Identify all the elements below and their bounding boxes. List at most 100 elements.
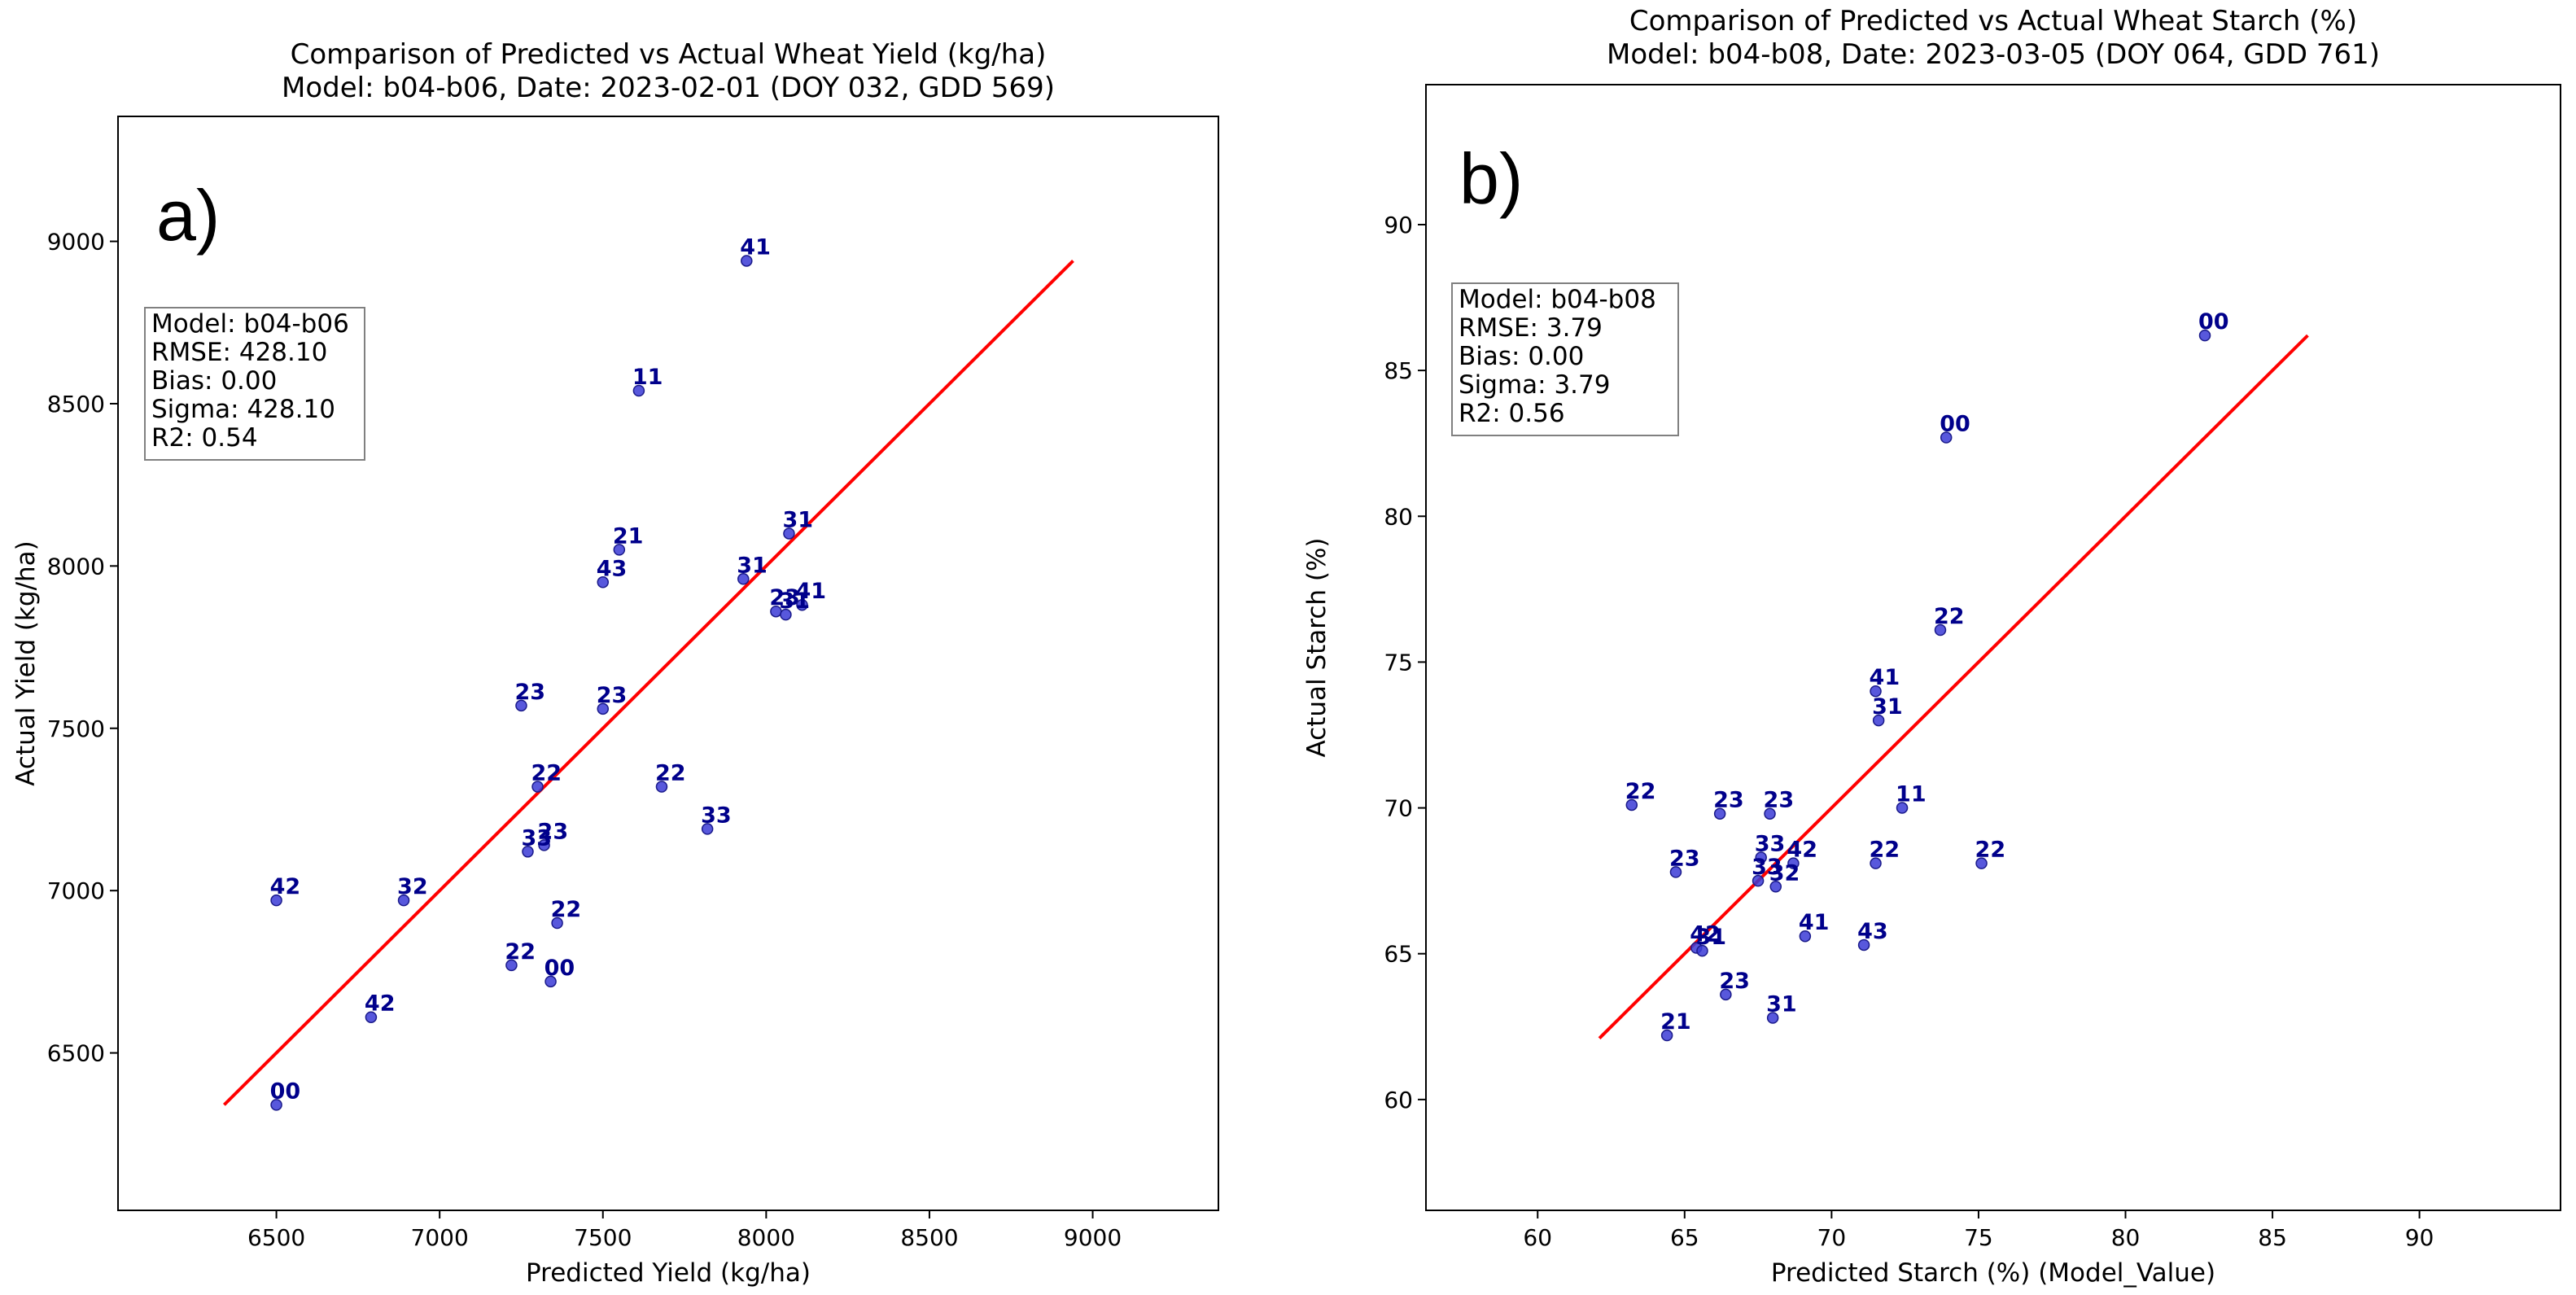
data-point (1669, 866, 1682, 878)
data-point (655, 781, 668, 793)
data-point-label: 23 (1669, 846, 1700, 871)
data-point-label: 33 (1752, 855, 1782, 880)
data-point (1872, 714, 1885, 727)
data-point-label: 23 (514, 680, 545, 705)
data-point-label: 33 (521, 825, 552, 851)
data-point (505, 959, 518, 972)
y-tick-label: 70 (1384, 795, 1413, 822)
data-point-label: 31 (1766, 992, 1797, 1017)
y-tick-label: 80 (1384, 503, 1413, 530)
x-tick-label: 75 (1964, 1224, 1993, 1251)
data-point (2198, 329, 2211, 342)
data-point (1870, 857, 1882, 869)
chart-title-line: Comparison of Predicted vs Actual Wheat … (1629, 5, 2357, 37)
data-point (1799, 930, 1812, 943)
data-point (545, 975, 557, 988)
y-axis-label: Actual Yield (kg/ha) (11, 540, 41, 786)
data-point-label: 23 (597, 683, 628, 708)
data-point-label: 43 (1857, 919, 1888, 944)
x-axis-label: Predicted Yield (kg/ha) (526, 1258, 811, 1288)
y-tick-label: 90 (1384, 212, 1413, 238)
data-point-label: 23 (1764, 788, 1795, 813)
data-point-label: 42 (1787, 838, 1817, 863)
stats-line: R2: 0.54 (151, 423, 258, 453)
data-point (365, 1011, 378, 1023)
data-point (397, 894, 410, 907)
yield-chart: Comparison of Predicted vs Actual Wheat … (11, 38, 1219, 1288)
y-tick-label: 75 (1384, 649, 1413, 676)
data-point-label: 22 (1625, 779, 1656, 804)
y-tick-label: 65 (1384, 941, 1413, 968)
x-tick-label: 80 (2111, 1224, 2141, 1251)
data-point-label: 22 (1975, 838, 2006, 863)
data-point (551, 917, 563, 930)
data-point (783, 527, 795, 540)
y-tick-label: 7500 (47, 715, 105, 742)
data-point-label: 11 (632, 365, 663, 390)
data-point (1870, 685, 1882, 698)
data-point (1934, 623, 1947, 637)
data-point (270, 894, 282, 907)
stats-line: Bias: 0.00 (1459, 342, 1584, 371)
fit-line (222, 260, 1074, 1106)
y-tick-label: 9000 (47, 229, 105, 256)
x-tick-label: 70 (1817, 1224, 1847, 1251)
x-axis-label: Predicted Starch (%) (Model_Value) (1771, 1258, 2215, 1288)
data-point-label: 33 (701, 803, 732, 828)
data-point-label: 31 (782, 507, 813, 532)
panel-label: b) (1459, 138, 1523, 219)
data-point (737, 573, 750, 585)
y-axis-label: Actual Starch (%) (1302, 537, 1332, 757)
data-point (780, 608, 792, 621)
y-tick-label: 8500 (47, 391, 105, 418)
starch-chart: Comparison of Predicted vs Actual Wheat … (1302, 5, 2561, 1288)
y-tick-label: 7000 (47, 877, 105, 904)
data-point (1896, 802, 1909, 814)
data-point-label: 21 (613, 523, 644, 549)
data-point-label: 23 (1713, 788, 1744, 813)
data-point-label: 23 (769, 585, 800, 610)
chart-title-line: Comparison of Predicted vs Actual Wheat … (291, 38, 1047, 71)
stats-line: RMSE: 428.10 (151, 338, 327, 367)
data-point (632, 384, 645, 397)
data-point-label: 41 (1799, 910, 1830, 935)
data-point-label: 00 (1940, 412, 1970, 437)
y-tick-label: 8000 (47, 553, 105, 580)
stats-line: RMSE: 3.79 (1459, 313, 1603, 343)
data-point (1766, 1012, 1779, 1024)
x-tick-label: 60 (1523, 1224, 1552, 1251)
data-point-label: 22 (551, 897, 582, 922)
chart-title-line: Model: b04-b08, Date: 2023-03-05 (DOY 06… (1607, 38, 2380, 71)
data-point-label: 31 (1695, 925, 1726, 950)
x-tick-label: 85 (2258, 1224, 2287, 1251)
stats-line: Sigma: 428.10 (151, 395, 335, 424)
data-point (270, 1099, 282, 1111)
data-point-label: 21 (1660, 1009, 1691, 1035)
data-point-label: 22 (531, 761, 562, 786)
data-point (1696, 944, 1708, 957)
data-point (1625, 798, 1638, 812)
data-point-label: 22 (655, 761, 686, 786)
data-point-label: 41 (740, 234, 771, 260)
data-point (1940, 431, 1953, 444)
data-point (741, 255, 753, 267)
stats-line: Model: b04-b08 (1459, 285, 1656, 314)
data-point-label: 00 (2198, 309, 2229, 335)
stats-box (1451, 282, 1679, 436)
x-tick-label: 7000 (411, 1224, 469, 1251)
x-tick-label: 6500 (247, 1224, 305, 1251)
panel-label: a) (156, 175, 220, 256)
data-point (1769, 881, 1782, 893)
data-point-label: 22 (1934, 604, 1965, 629)
stats-line: Bias: 0.00 (151, 366, 277, 396)
stats-line: Sigma: 3.79 (1459, 370, 1610, 400)
chart-title-line: Model: b04-b06, Date: 2023-02-01 (DOY 03… (282, 72, 1055, 104)
data-point (1975, 857, 1988, 869)
stats-box (144, 307, 365, 461)
data-point-label: 42 (365, 991, 396, 1017)
data-point (538, 839, 550, 851)
data-point (701, 823, 714, 835)
data-point (522, 846, 534, 858)
data-point (597, 702, 610, 715)
x-tick-label: 8500 (900, 1224, 958, 1251)
